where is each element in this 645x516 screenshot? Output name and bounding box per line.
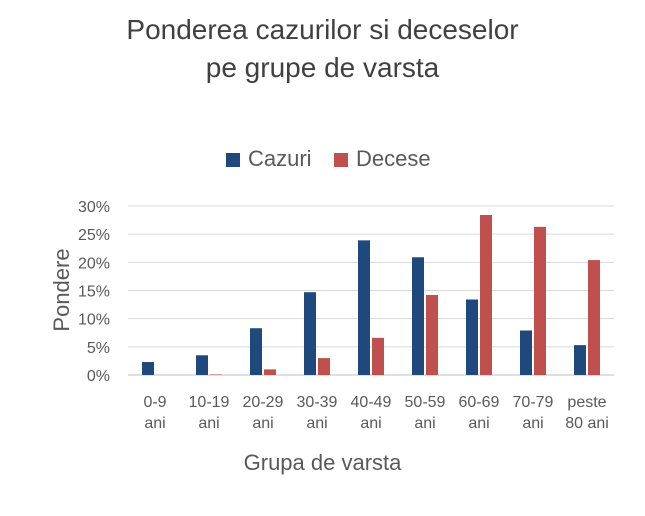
bar-cazuri (358, 240, 370, 375)
x-tick-label: ani (252, 415, 273, 432)
legend-label-series-2: Decese (356, 146, 431, 171)
y-tick-label: 20% (78, 255, 110, 272)
bar-decese (318, 358, 330, 375)
x-tick-label: 80 ani (565, 415, 609, 432)
bar-decese (480, 215, 492, 375)
bar-cazuri (250, 328, 262, 375)
x-tick-label: 50-59 (405, 394, 446, 411)
legend-swatch-series-2 (334, 153, 348, 167)
y-tick-label: 30% (78, 199, 110, 216)
bar-decese (264, 369, 276, 375)
x-tick-label: ani (414, 415, 435, 432)
x-tick-label: ani (522, 415, 543, 432)
x-tick-label: ani (144, 415, 165, 432)
x-tick-label: 30-39 (297, 394, 338, 411)
bar-decese (534, 226, 546, 375)
x-tick-label: 40-49 (351, 394, 392, 411)
bar-cazuri (412, 257, 424, 375)
y-tick-label: 5% (87, 340, 110, 357)
bar-cazuri (466, 299, 478, 375)
x-tick-label: 10-19 (189, 394, 230, 411)
x-tick-label: ani (198, 415, 219, 432)
x-tick-label: 70-79 (513, 394, 554, 411)
bar-cazuri (304, 292, 316, 375)
x-tick-label: ani (306, 415, 327, 432)
bar-cazuri (196, 355, 208, 375)
legend-label-series-1: Cazuri (248, 146, 312, 171)
bar-decese (426, 295, 438, 375)
x-tick-label: peste (567, 394, 606, 411)
x-axis-title: Grupa de varsta (243, 450, 402, 475)
y-tick-label: 10% (78, 312, 110, 329)
x-tick-label: 60-69 (459, 394, 500, 411)
x-tick-label: 20-29 (243, 394, 284, 411)
bar-cazuri (142, 362, 154, 375)
y-axis-title: Pondere (49, 248, 74, 332)
bar-decese (372, 337, 384, 375)
legend-swatch-series-1 (226, 153, 240, 167)
y-tick-label: 15% (78, 284, 110, 301)
chart-legend: Cazuri Decese (0, 146, 645, 174)
bar-decese (588, 260, 600, 375)
y-tick-label: 25% (78, 227, 110, 244)
x-tick-label: ani (468, 415, 489, 432)
bar-cazuri (520, 330, 532, 375)
bar-decese (210, 374, 222, 375)
x-tick-label: ani (360, 415, 381, 432)
chart-title-line-1: Ponderea cazurilor si deceselor (126, 14, 519, 45)
bar-cazuri (574, 345, 586, 375)
x-tick-label: 0-9 (143, 394, 166, 411)
chart-title-line-2: pe grupe de varsta (205, 52, 440, 83)
y-tick-label: 0% (87, 368, 110, 385)
